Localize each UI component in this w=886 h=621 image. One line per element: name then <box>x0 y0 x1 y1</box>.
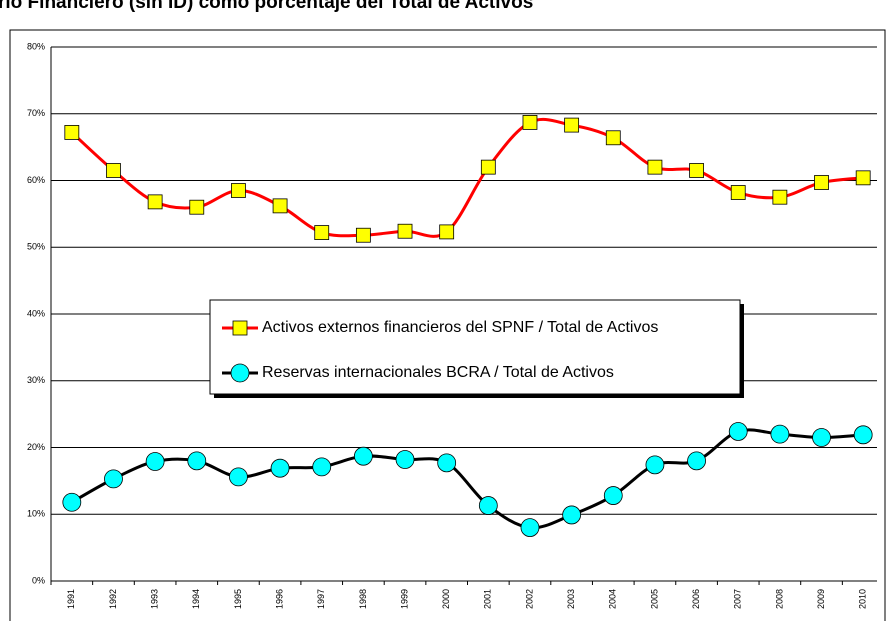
data-point <box>62 492 82 512</box>
data-point <box>187 451 207 471</box>
data-point <box>270 458 290 478</box>
data-point <box>772 189 788 205</box>
data-point <box>478 496 498 515</box>
data-point <box>855 170 871 186</box>
data-point <box>814 175 829 190</box>
y-tick-label: 30% <box>27 375 45 385</box>
data-point <box>562 505 582 525</box>
x-tick-label: 2009 <box>816 589 826 609</box>
data-point <box>437 453 457 473</box>
data-point <box>189 199 205 215</box>
data-point <box>145 452 165 471</box>
x-tick-label: 1996 <box>274 589 284 609</box>
x-tick-label: 1999 <box>399 589 409 609</box>
data-point <box>730 185 746 200</box>
data-point <box>605 130 621 146</box>
data-point <box>355 227 371 243</box>
data-point <box>520 518 540 537</box>
data-point <box>272 198 288 214</box>
x-tick-label: 1991 <box>66 589 76 609</box>
data-point <box>853 425 873 445</box>
y-tick-label: 70% <box>27 108 45 118</box>
data-point <box>106 163 121 178</box>
data-point <box>687 451 706 471</box>
legend-label: Activos externos financieros del SPNF / … <box>262 319 658 336</box>
x-tick-label: 1995 <box>233 589 243 609</box>
y-tick-label: 0% <box>32 575 45 585</box>
data-point <box>770 424 790 444</box>
data-point <box>353 446 373 466</box>
x-tick-label: 1992 <box>108 589 118 609</box>
data-point <box>395 450 415 469</box>
data-point <box>104 469 123 489</box>
data-point <box>480 159 496 175</box>
x-tick-label: 1994 <box>191 589 201 609</box>
x-tick-label: 2005 <box>649 589 659 609</box>
y-tick-label: 60% <box>27 175 45 185</box>
data-point <box>564 117 580 133</box>
legend-marker <box>230 363 250 383</box>
data-point <box>147 194 163 210</box>
data-point <box>312 457 332 477</box>
x-tick-label: 2006 <box>691 589 701 609</box>
y-tick-label: 80% <box>27 41 45 51</box>
legend <box>209 299 741 395</box>
x-tick-label: 2002 <box>524 589 534 609</box>
x-tick-label: 2007 <box>733 589 743 609</box>
x-tick-label: 2004 <box>608 589 618 609</box>
x-tick-label: 2010 <box>858 589 868 609</box>
legend-label: Reservas internacionales BCRA / Total de… <box>262 364 614 381</box>
y-tick-label: 20% <box>27 442 45 452</box>
data-point <box>645 455 665 475</box>
x-tick-label: 2003 <box>566 589 576 609</box>
data-point <box>647 159 663 175</box>
y-tick-label: 10% <box>27 509 45 519</box>
x-tick-label: 2001 <box>483 589 493 609</box>
x-tick-label: 2000 <box>441 589 451 609</box>
x-tick-label: 1997 <box>316 589 326 609</box>
data-point <box>64 125 80 140</box>
data-point <box>231 183 246 198</box>
data-point <box>603 486 623 505</box>
x-tick-label: 2008 <box>774 589 784 609</box>
data-point <box>397 223 413 239</box>
data-point <box>689 163 704 178</box>
data-point <box>812 428 831 447</box>
y-tick-label: 40% <box>27 308 45 318</box>
x-tick-label: 1993 <box>150 589 160 609</box>
y-tick-label: 50% <box>27 242 45 252</box>
data-point <box>522 115 538 130</box>
legend-marker <box>232 320 248 336</box>
data-point <box>728 422 748 441</box>
data-point <box>439 224 455 240</box>
x-tick-label: 1998 <box>358 589 368 609</box>
chart-title: rio Financiero (sin ID) como porcentaje … <box>0 0 533 13</box>
data-point <box>314 225 330 240</box>
data-point <box>229 467 248 487</box>
